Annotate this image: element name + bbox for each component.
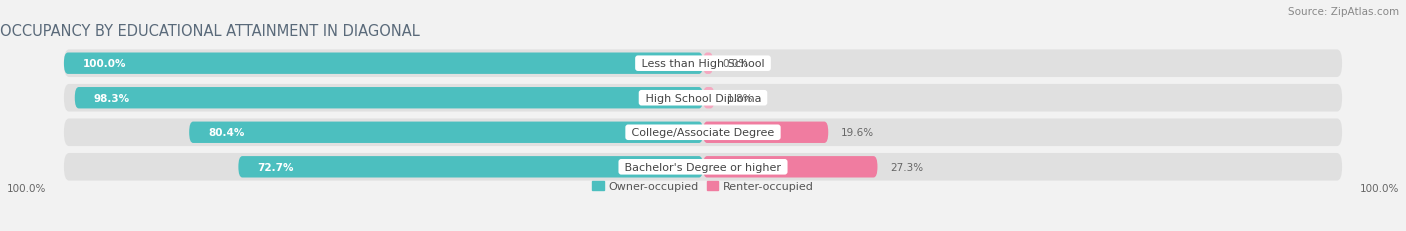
FancyBboxPatch shape: [239, 156, 703, 178]
Text: 72.7%: 72.7%: [257, 162, 294, 172]
Text: High School Diploma: High School Diploma: [641, 93, 765, 103]
Text: 19.6%: 19.6%: [841, 128, 875, 138]
FancyBboxPatch shape: [63, 53, 703, 75]
FancyBboxPatch shape: [703, 53, 713, 75]
FancyBboxPatch shape: [63, 153, 1343, 181]
FancyBboxPatch shape: [63, 50, 1343, 78]
Text: 27.3%: 27.3%: [890, 162, 924, 172]
Text: College/Associate Degree: College/Associate Degree: [628, 128, 778, 138]
Text: Source: ZipAtlas.com: Source: ZipAtlas.com: [1288, 7, 1399, 17]
Text: 80.4%: 80.4%: [208, 128, 245, 138]
Text: Less than High School: Less than High School: [638, 59, 768, 69]
FancyBboxPatch shape: [63, 85, 1343, 112]
FancyBboxPatch shape: [703, 122, 828, 143]
FancyBboxPatch shape: [190, 122, 703, 143]
Text: 98.3%: 98.3%: [94, 93, 131, 103]
Text: 100.0%: 100.0%: [1360, 183, 1399, 193]
Text: Bachelor's Degree or higher: Bachelor's Degree or higher: [621, 162, 785, 172]
Text: 100.0%: 100.0%: [83, 59, 127, 69]
FancyBboxPatch shape: [703, 156, 877, 178]
Text: 0.0%: 0.0%: [723, 59, 748, 69]
Text: OCCUPANCY BY EDUCATIONAL ATTAINMENT IN DIAGONAL: OCCUPANCY BY EDUCATIONAL ATTAINMENT IN D…: [0, 24, 420, 39]
Text: 100.0%: 100.0%: [7, 183, 46, 193]
Legend: Owner-occupied, Renter-occupied: Owner-occupied, Renter-occupied: [588, 177, 818, 196]
Text: 1.8%: 1.8%: [727, 93, 754, 103]
FancyBboxPatch shape: [703, 88, 714, 109]
FancyBboxPatch shape: [63, 119, 1343, 146]
FancyBboxPatch shape: [75, 88, 703, 109]
